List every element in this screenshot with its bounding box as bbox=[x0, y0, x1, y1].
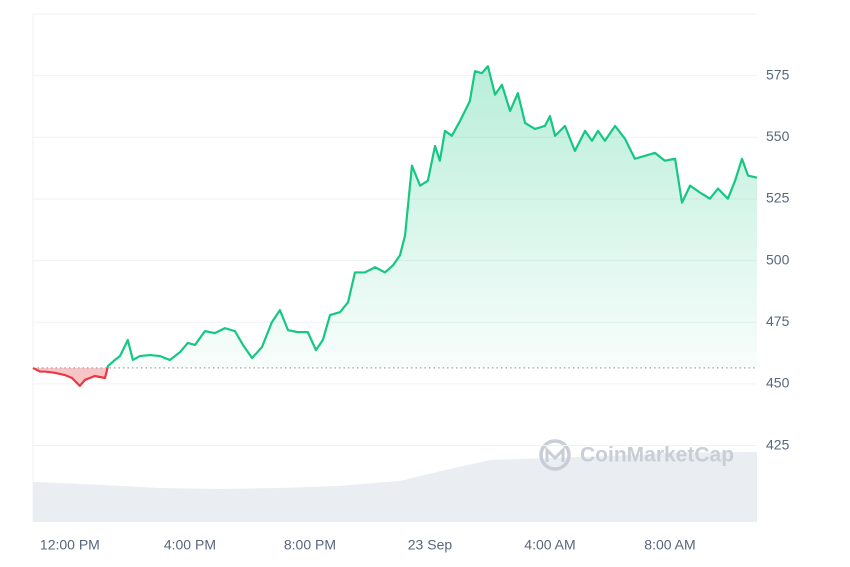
x-tick-label: 4:00 PM bbox=[164, 537, 216, 553]
price-line bbox=[32, 65, 758, 387]
x-tick-label: 8:00 PM bbox=[284, 537, 336, 553]
y-tick-label: 475 bbox=[766, 313, 790, 329]
y-tick-label: 500 bbox=[766, 251, 790, 267]
y-tick-label: 575 bbox=[766, 66, 790, 82]
y-tick-label: 525 bbox=[766, 190, 790, 206]
y-tick-label: 425 bbox=[766, 436, 790, 452]
volume-area bbox=[33, 451, 757, 522]
x-tick-label: 8:00 AM bbox=[644, 537, 695, 553]
y-tick-label: 450 bbox=[766, 375, 790, 391]
watermark-text: CoinMarketCap bbox=[580, 444, 734, 467]
x-tick-label: 12:00 PM bbox=[40, 537, 100, 553]
watermark-logo bbox=[539, 439, 571, 471]
price-area bbox=[33, 66, 757, 386]
x-tick-label: 4:00 AM bbox=[524, 537, 575, 553]
y-tick-label: 550 bbox=[766, 128, 790, 144]
x-tick-label: 23 Sep bbox=[408, 537, 453, 553]
